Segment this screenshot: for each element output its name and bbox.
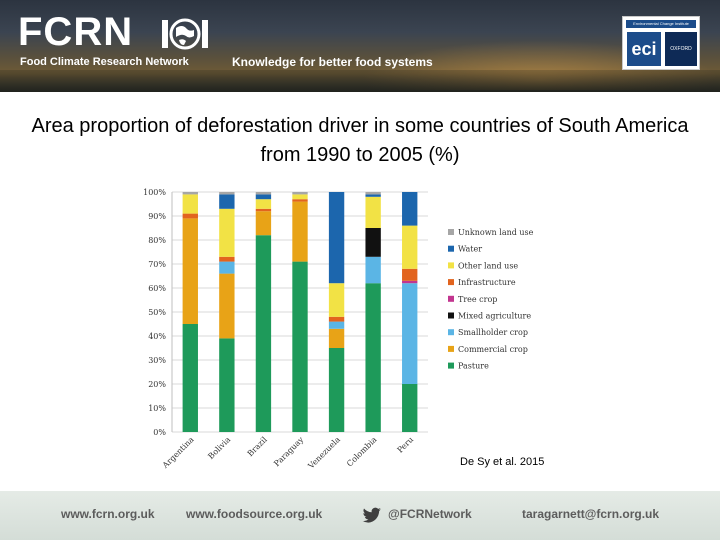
bar-segment: [255, 235, 272, 432]
bar-segment: [182, 194, 198, 214]
legend-label: Pasture: [458, 362, 489, 371]
bar-segment: [219, 338, 235, 432]
bar-segment: [328, 321, 345, 329]
legend-label: Mixed agriculture: [458, 312, 531, 321]
bar-segment: [219, 194, 235, 209]
bar-segment: [328, 328, 345, 348]
bar-segment: [255, 192, 272, 195]
y-tick-label: 80%: [148, 236, 166, 245]
y-tick-label: 0%: [153, 428, 166, 437]
bar-segment: [292, 201, 308, 262]
bar-segment: [219, 261, 235, 274]
legend-swatch: [448, 329, 454, 336]
bar-segment: [255, 199, 272, 209]
bar-segment: [292, 192, 308, 195]
bar-segment: [255, 194, 272, 200]
legend-swatch: [448, 345, 454, 352]
bar-segment: [219, 208, 235, 257]
x-tick-label: Colombia: [345, 435, 379, 469]
bar-segment: [365, 228, 381, 257]
legend-label: Other land use: [458, 261, 518, 270]
bar-segment: [182, 192, 198, 195]
y-tick-label: 40%: [148, 332, 166, 341]
x-tick-label: Bolivia: [206, 435, 232, 461]
bar-segment: [328, 283, 345, 317]
x-tick-label: Paraguay: [272, 435, 306, 469]
fcrn-logo-text[interactable]: FCRN: [18, 10, 134, 54]
header-banner: FCRN Food Climate Research Network Knowl…: [0, 0, 720, 92]
bar-segment: [402, 283, 418, 384]
bar-segment: [365, 256, 381, 284]
bar-segment: [219, 273, 235, 339]
legend-swatch: [448, 229, 454, 235]
bar-segment: [328, 192, 345, 284]
legend-label: Unknown land use: [458, 228, 534, 237]
y-tick-label: 20%: [148, 380, 166, 389]
y-tick-label: 70%: [148, 260, 166, 269]
y-tick-label: 60%: [148, 284, 166, 293]
bar-segment: [328, 316, 345, 322]
bar-segment: [365, 283, 381, 432]
legend-swatch: [448, 245, 454, 252]
slide-title: Area proportion of deforestation driver …: [31, 115, 689, 166]
bar-segment: [402, 280, 418, 284]
y-tick-label: 100%: [143, 188, 166, 197]
bar-segment: [402, 268, 418, 281]
bar-segment: [292, 261, 308, 432]
stacked-bar-chart: 0% 10% 20% 30% 40% 50% 60% 70% 80% 90% 100% Argent…: [143, 188, 534, 471]
bar-segment: [292, 199, 308, 202]
legend-swatch: [448, 295, 454, 302]
bar-segment: [219, 256, 235, 262]
bar-segment: [402, 384, 418, 432]
legend-label: Smallholder crop: [458, 328, 528, 337]
legend-label: Commercial crop: [458, 345, 528, 354]
y-tick-label: 50%: [148, 308, 166, 317]
eci-mark: eci: [627, 32, 661, 66]
y-tick-label: 30%: [148, 356, 166, 365]
citation: De Sy et al. 2015: [460, 456, 545, 468]
legend-swatch: [448, 262, 454, 269]
x-tick-label: Venezuela: [306, 435, 342, 471]
legend-label: Water: [458, 245, 482, 254]
legend-label: Tree crop: [458, 295, 497, 304]
x-tick-label: Brazil: [246, 435, 270, 459]
bar-segment: [182, 324, 198, 432]
legend-swatch: [448, 312, 454, 319]
twitter-handle[interactable]: @FCRNetwork: [388, 507, 472, 521]
bar-segment: [328, 348, 345, 432]
eci-oxford-logo[interactable]: Environmental Change Institute eci OXFOR…: [622, 16, 700, 70]
bar-segment: [365, 192, 381, 195]
footer: www.fcrn.org.uk www.foodsource.org.uk @F…: [0, 491, 720, 540]
twitter-icon: [362, 507, 381, 523]
bar-segment: [402, 192, 418, 226]
bar-segment: [402, 225, 418, 269]
bar-segment: [365, 194, 381, 197]
bar-segment: [292, 194, 308, 200]
bar-segment: [255, 208, 272, 212]
logo-subtitle: Food Climate Research Network: [20, 56, 189, 68]
bar-segment: [255, 211, 272, 236]
bar-segment: [365, 196, 381, 228]
email-link[interactable]: taragarnett@fcrn.org.uk: [522, 507, 660, 521]
website-link[interactable]: www.fcrn.org.uk: [61, 507, 155, 521]
bar-segment: [182, 218, 198, 324]
tagline: Knowledge for better food systems: [232, 55, 433, 69]
oxford-crest-icon: OXFORD: [665, 32, 697, 66]
y-tick-label: 10%: [148, 404, 166, 413]
globe-icon: [162, 18, 208, 50]
bar-segment: [219, 192, 235, 195]
y-tick-label: 90%: [148, 212, 166, 221]
x-tick-label: Argentina: [160, 435, 196, 471]
foodsource-link[interactable]: www.foodsource.org.uk: [186, 507, 323, 521]
legend-swatch: [448, 279, 454, 286]
treeline-silhouette: [0, 70, 720, 92]
legend-label: Infrastructure: [458, 278, 516, 287]
eci-strip: Environmental Change Institute: [626, 20, 696, 28]
legend-swatch: [448, 362, 454, 369]
bar-segment: [182, 213, 198, 219]
x-tick-label: Peru: [396, 435, 416, 455]
